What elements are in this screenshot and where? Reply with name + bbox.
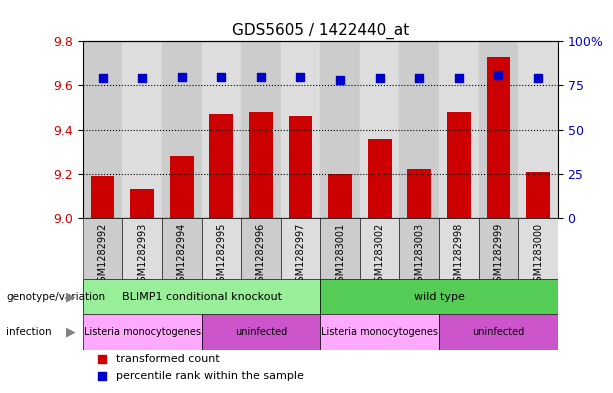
Point (335, 77, 345, 83)
Bar (241, 41, 281, 218)
Text: GSM1283003: GSM1283003 (414, 223, 424, 288)
Bar (210, 114, 233, 218)
Bar (162, 218, 202, 279)
Bar (83, 314, 202, 350)
Bar (321, 314, 439, 350)
Bar (83, 41, 123, 218)
Point (375, 75, 384, 82)
Bar (360, 41, 400, 218)
Bar (321, 218, 360, 279)
Bar (241, 218, 281, 279)
Point (97, 75, 107, 82)
Bar (368, 139, 392, 218)
Bar (518, 41, 558, 218)
Bar (479, 41, 518, 218)
Text: GSM1283000: GSM1283000 (533, 223, 543, 288)
Text: transformed count: transformed count (116, 354, 219, 364)
Point (216, 73, 226, 80)
Bar (439, 314, 558, 350)
Point (295, 73, 305, 80)
Bar (91, 176, 115, 218)
Text: GSM1282996: GSM1282996 (256, 223, 266, 288)
Bar (321, 279, 558, 314)
Bar (400, 218, 439, 279)
Text: uninfected: uninfected (235, 327, 287, 337)
Title: GDS5605 / 1422440_at: GDS5605 / 1422440_at (232, 22, 409, 39)
Point (256, 73, 266, 80)
Bar (202, 218, 241, 279)
Text: Listeria monocytogenes: Listeria monocytogenes (83, 327, 200, 337)
Text: wild type: wild type (414, 292, 465, 302)
Bar (439, 41, 479, 218)
Text: GSM1282993: GSM1282993 (137, 223, 147, 288)
Point (414, 75, 424, 82)
Text: Listeria monocytogenes: Listeria monocytogenes (321, 327, 438, 337)
Bar (83, 218, 123, 279)
Bar (281, 41, 321, 218)
Point (493, 72, 503, 78)
Bar (400, 41, 439, 218)
Bar (408, 169, 431, 218)
Bar (289, 116, 313, 218)
Point (454, 75, 464, 82)
Point (177, 73, 186, 80)
Bar (360, 218, 400, 279)
Text: GSM1282998: GSM1282998 (454, 223, 464, 288)
Bar (249, 112, 273, 218)
Text: GSM1282995: GSM1282995 (216, 223, 226, 288)
Point (533, 75, 543, 82)
Text: BLIMP1 conditional knockout: BLIMP1 conditional knockout (121, 292, 281, 302)
Text: ▶: ▶ (66, 290, 75, 303)
Text: GSM1282999: GSM1282999 (493, 223, 503, 288)
Bar (447, 112, 471, 218)
Bar (202, 314, 321, 350)
Point (97, 373, 107, 379)
Bar (518, 218, 558, 279)
Text: uninfected: uninfected (473, 327, 525, 337)
Bar (526, 172, 550, 218)
Text: ▶: ▶ (66, 325, 75, 339)
Bar (83, 279, 321, 314)
Bar (202, 41, 241, 218)
Text: GSM1282997: GSM1282997 (295, 223, 305, 288)
Bar (170, 156, 194, 218)
Bar (321, 41, 360, 218)
Bar (439, 218, 479, 279)
Bar (479, 218, 518, 279)
Text: GSM1283002: GSM1283002 (375, 223, 385, 288)
Text: GSM1283001: GSM1283001 (335, 223, 345, 288)
Text: GSM1282994: GSM1282994 (177, 223, 187, 288)
Bar (487, 57, 510, 218)
Text: GSM1282992: GSM1282992 (97, 223, 107, 288)
Text: percentile rank within the sample: percentile rank within the sample (116, 371, 304, 381)
Point (97, 356, 107, 362)
Bar (281, 218, 321, 279)
Bar (131, 189, 154, 218)
Text: genotype/variation: genotype/variation (6, 292, 105, 302)
Bar (162, 41, 202, 218)
Bar (123, 218, 162, 279)
Text: infection: infection (6, 327, 51, 337)
Bar (123, 41, 162, 218)
Bar (328, 174, 352, 218)
Point (137, 75, 147, 82)
